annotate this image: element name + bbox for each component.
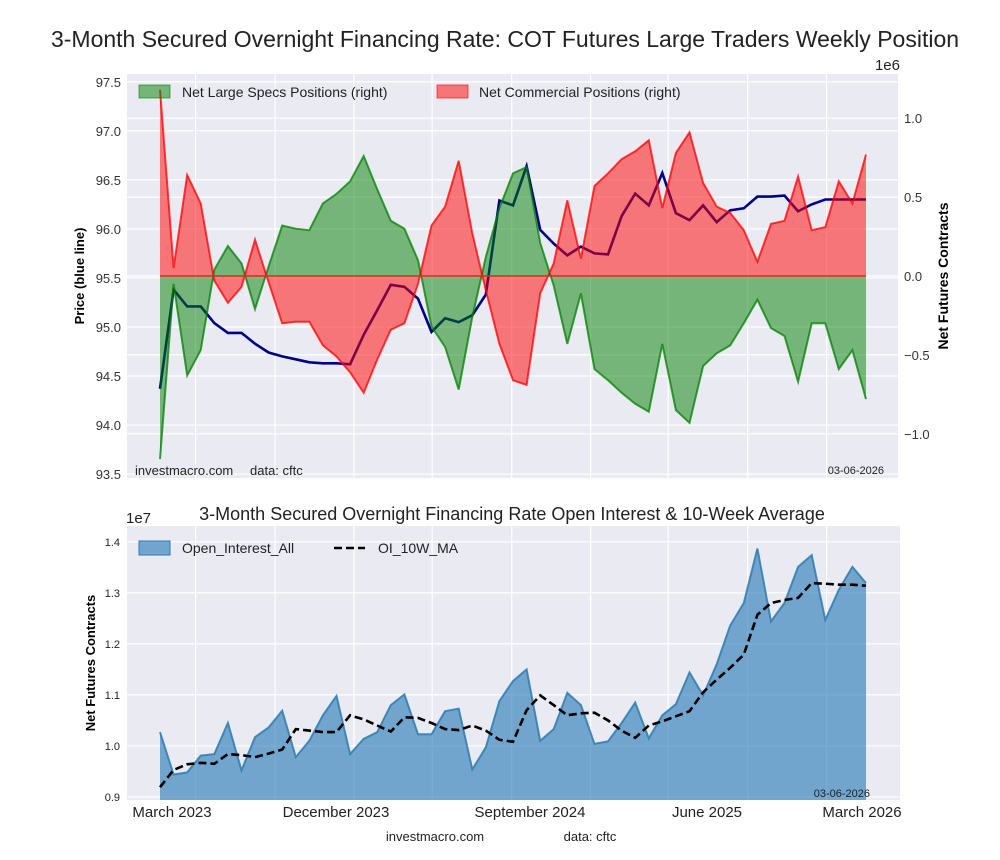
y2-tick-label: 1.0 (904, 111, 922, 126)
y2-tick-label: 0.0 (904, 269, 922, 284)
x-tick-label: December 2023 (283, 804, 390, 821)
open-interest-area (160, 548, 866, 800)
x-tick-label: March 2023 (132, 804, 211, 821)
y-axis-label: Price (blue line) (72, 228, 87, 325)
open-interest-chart: 3-Month Secured Overnight Financing Rate… (83, 504, 902, 821)
y-tick-label: 97.0 (96, 124, 121, 139)
y-axis-label: Net Futures Contracts (83, 595, 98, 732)
footer-source: data: cftc (564, 829, 617, 844)
subplot-title: 3-Month Secured Overnight Financing Rate… (199, 504, 825, 524)
commercial-line (159, 89, 867, 395)
legend-label-commercial: Net Commercial Positions (right) (479, 84, 681, 100)
y-tick-label: 96.0 (96, 222, 121, 237)
legend-label-specs: Net Large Specs Positions (right) (182, 84, 387, 100)
open-interest-line (159, 548, 867, 776)
y-tick-label: 96.5 (96, 173, 121, 188)
main-title: 3-Month Secured Overnight Financing Rate… (51, 26, 959, 52)
y-tick-label: 94.5 (96, 369, 121, 384)
y-tick-label: 1.3 (105, 588, 120, 600)
legend-swatch-commercial (436, 84, 469, 99)
legend-label-open-interest: Open_Interest_All (182, 540, 294, 556)
source-label: data: cftc (250, 463, 303, 478)
ma-line (158, 581, 867, 789)
positions-chart: 93.5 94.0 94.5 95.0 95.5 96.0 96.5 97.0 97.5 −1.0… (72, 57, 951, 482)
specs-area (160, 156, 866, 460)
y-tick-label: 94.0 (96, 418, 121, 433)
watermark: investmacro.com (135, 463, 233, 478)
legend-swatch-specs (138, 84, 171, 99)
y-tick-label: 1.1 (105, 690, 120, 702)
y-tick-label: 1.2 (105, 639, 120, 651)
x-tick-label: September 2024 (475, 804, 586, 821)
y2-tick-label: −0.5 (904, 348, 930, 363)
y-tick-label: 1.4 (105, 537, 120, 549)
y2-multiplier: 1e6 (875, 57, 900, 74)
y-tick-label: 95.0 (96, 320, 121, 335)
footer-site: investmacro.com (386, 829, 484, 844)
legend-swatch-open-interest (138, 540, 171, 556)
legend: Net Large Specs Positions (right) Net Co… (138, 84, 681, 100)
y-tick-label: 1.0 (105, 741, 120, 753)
y-tick-label: 0.9 (105, 792, 120, 804)
legend: Open_Interest_All OI_10W_MA (138, 540, 459, 556)
specs-line (159, 153, 867, 460)
date-label: 03-06-2026 (828, 465, 884, 477)
y2-tick-label: 0.5 (904, 190, 922, 205)
y2-tick-label: −1.0 (904, 427, 930, 442)
axis-ticks: 0.9 1.0 1.1 1.2 1.3 1.4 March 2023 December 202… (105, 537, 902, 821)
legend-label-ma: OI_10W_MA (378, 540, 459, 556)
commercial-area (160, 89, 866, 393)
y-tick-label: 93.5 (96, 467, 121, 482)
y-tick-label: 95.5 (96, 271, 121, 286)
y-tick-label: 97.5 (96, 75, 121, 90)
date-label: 03-06-2026 (814, 788, 870, 800)
x-tick-label: June 2025 (672, 804, 742, 821)
y-multiplier: 1e7 (126, 510, 151, 527)
x-tick-label: March 2026 (822, 804, 901, 821)
y2-axis-label: Net Futures Contracts (935, 202, 951, 349)
axis-ticks: 93.5 94.0 94.5 95.0 95.5 96.0 96.5 97.0 97.5 −1.0… (96, 75, 930, 482)
